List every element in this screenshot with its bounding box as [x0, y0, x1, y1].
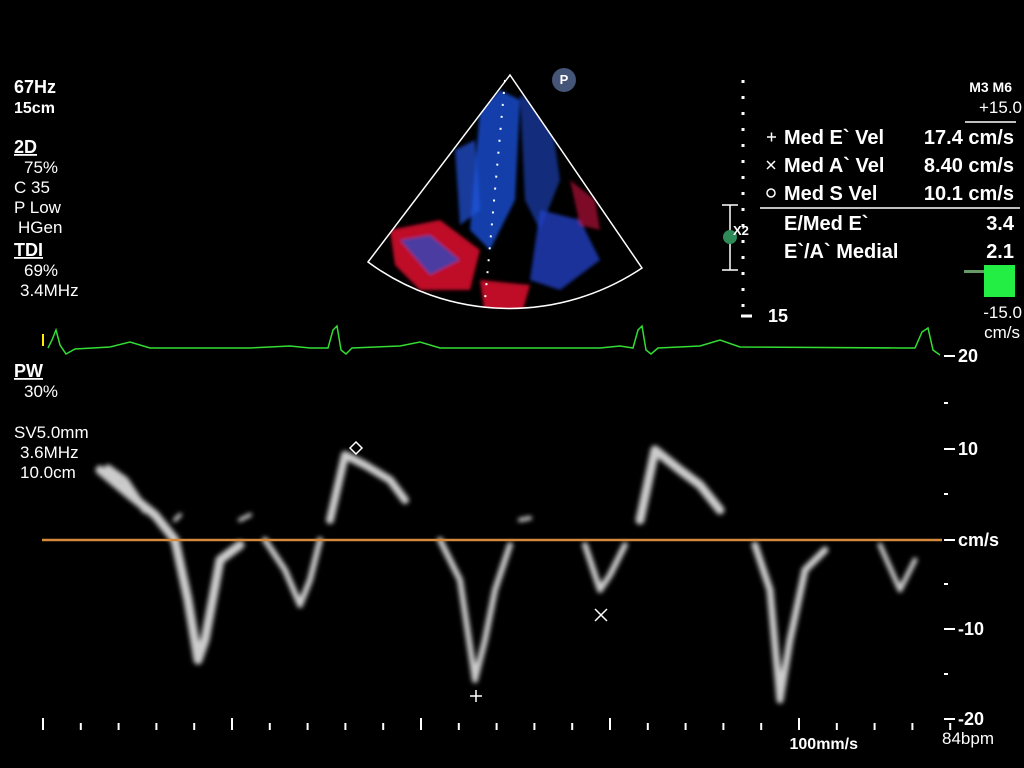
color-bar: [984, 265, 1015, 297]
pw-label: PW: [14, 361, 43, 381]
sweep-speed: 100mm/s: [790, 736, 859, 753]
mode-2d-setting: HGen: [18, 218, 62, 237]
measurement-label: Med A` Vel: [784, 155, 884, 177]
heart-rate: 84bpm: [942, 729, 994, 748]
probe-badge: [552, 68, 576, 92]
mode-2d-setting: C 35: [14, 178, 50, 197]
measurement-label: Med S Vel: [784, 183, 877, 205]
ratio-label: E`/A` Medial: [784, 241, 898, 263]
doppler-scale-label: 10: [958, 439, 978, 459]
measurement-value: 10.1 cm/s: [924, 183, 1014, 205]
measurement-value: 17.4 cm/s: [924, 127, 1014, 149]
pw-gain: 30%: [24, 382, 58, 401]
frame-rate: 67Hz: [14, 77, 56, 97]
sector-outline: [366, 73, 644, 310]
pw-setting: 3.6MHz: [20, 443, 79, 462]
measurement-value: 8.40 cm/s: [924, 155, 1014, 177]
color-bar-marker: [964, 270, 984, 273]
color-scale-unit: cm/s: [984, 323, 1020, 342]
mode-2d-gain: 75%: [24, 158, 58, 177]
measurement-icons: [766, 132, 776, 198]
zoom-label: X2: [733, 223, 749, 238]
zoom-marker: [723, 230, 737, 244]
color-map-name: M3 M6: [969, 79, 1012, 95]
doppler-scale-label: cm/s: [958, 530, 999, 550]
doppler-scale-label: -10: [958, 619, 984, 639]
probe-badge-text: P: [560, 72, 569, 87]
ratio-value: 3.4: [986, 213, 1015, 235]
ratio-label: E/Med E`: [784, 213, 868, 235]
time-ticks: [42, 718, 952, 730]
doppler-scale-ticks: [944, 355, 955, 720]
pw-setting: SV5.0mm: [14, 423, 89, 442]
max-depth: 15: [768, 306, 788, 326]
doppler-calipers: [348, 440, 608, 702]
mode-2d-label: 2D: [14, 137, 37, 157]
tdi-gain: 69%: [24, 261, 58, 280]
doppler-scale-label: 20: [958, 346, 978, 366]
measurement-label: Med E` Vel: [784, 127, 884, 149]
depth: 15cm: [14, 100, 55, 117]
color-scale-max: +15.0: [979, 98, 1022, 117]
doppler-scale-label: -20: [958, 709, 984, 729]
doppler-spectrum: [95, 445, 918, 704]
tdi-frequency: 3.4MHz: [20, 281, 79, 300]
cursor-line: [484, 79, 506, 301]
color-scale-min: -15.0: [983, 303, 1022, 322]
tdi-label: TDI: [14, 240, 43, 260]
ratio-value: 2.1: [986, 241, 1014, 263]
ecg-trace: [47, 324, 941, 356]
pw-setting: 10.0cm: [20, 463, 76, 482]
mode-2d-setting: P Low: [14, 198, 62, 217]
